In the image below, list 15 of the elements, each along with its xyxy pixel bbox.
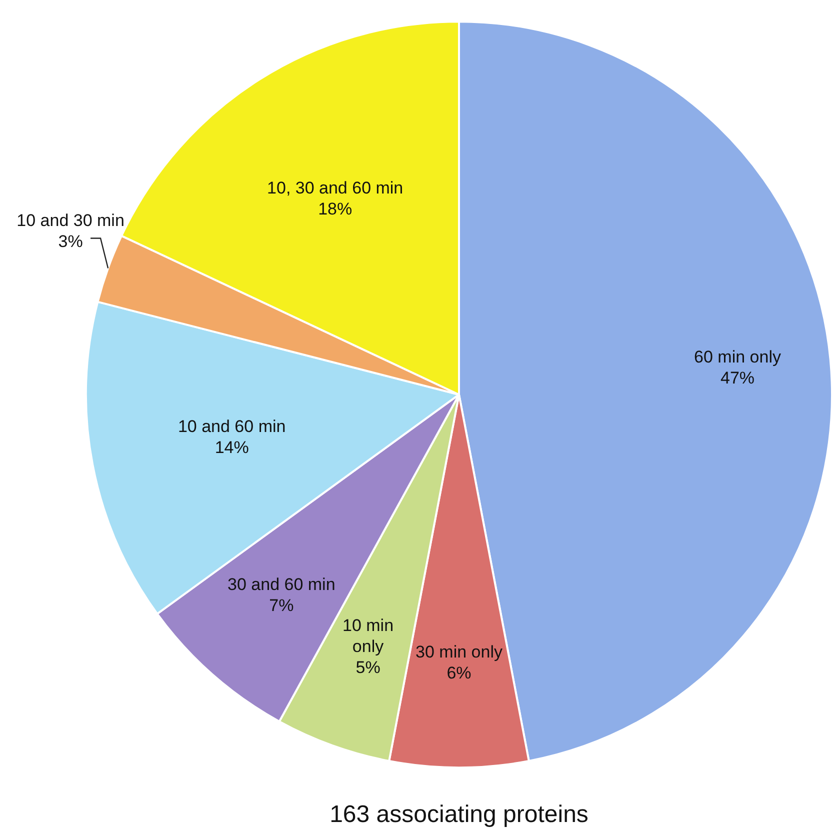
slice-label: 10 min only xyxy=(342,616,394,656)
data-label: 14% xyxy=(214,438,249,458)
slice-label: 30 and 60 min xyxy=(228,575,336,594)
data-label: 47% xyxy=(720,368,755,388)
slice-label: 60 min only xyxy=(694,347,782,366)
slice-label: 10 and 30 min xyxy=(16,210,124,230)
slice-label: 10 and 60 min xyxy=(178,417,286,436)
data-label: 6% xyxy=(446,663,472,682)
data-label: 18% xyxy=(318,200,352,219)
slice-label: 10, 30 and 60 min xyxy=(267,178,404,198)
data-label: 3% xyxy=(58,232,83,251)
data-label: 7% xyxy=(269,596,294,616)
slice-label: 30 min only xyxy=(416,642,503,662)
data-label: 5% xyxy=(356,658,380,677)
text: 163 associating proteins xyxy=(330,801,588,828)
